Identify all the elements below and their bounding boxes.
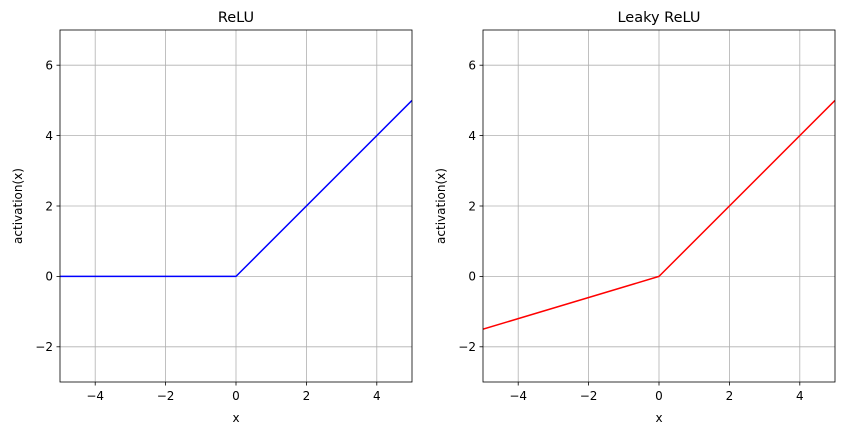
series-line-1 (60, 99, 412, 278)
x-tick-label: 2 (726, 389, 734, 403)
x-tick-label: 0 (655, 389, 663, 403)
y-tick-label: 2 (45, 199, 53, 213)
y-tick-label: 4 (45, 129, 53, 143)
series-line-1 (483, 99, 835, 330)
y-tick-label: 4 (468, 129, 476, 143)
y-tick-label: 0 (45, 270, 53, 284)
x-tick-label: −2 (157, 389, 175, 403)
x-tick-label: 4 (796, 389, 804, 403)
chart-panel-1: −4 −2 0 2 4 −2 0 2 4 6 ReLU x activation(x) (11, 10, 413, 425)
y-axis-label: activation(x) (11, 168, 25, 244)
x-tick-label: −4 (509, 389, 527, 403)
y-tick-label: 2 (468, 199, 476, 213)
x-tick-label: −2 (580, 389, 598, 403)
y-tick-label: 0 (468, 270, 476, 284)
x-axis-label: x (655, 411, 662, 425)
y-tick-label: −2 (35, 340, 53, 354)
chart-title: ReLU (218, 10, 254, 26)
x-tick-label: −4 (86, 389, 104, 403)
x-axis-label: x (232, 411, 239, 425)
y-tick-label: 6 (45, 59, 53, 73)
chart-title: Leaky ReLU (617, 10, 700, 26)
chart-panel-2: −4 −2 0 2 4 −2 0 2 4 6 Leaky ReLU x activation(x) (434, 10, 836, 425)
y-tick-label: −2 (458, 340, 476, 354)
y-axis-label: activation(x) (434, 168, 448, 244)
x-tick-label: 0 (232, 389, 240, 403)
y-tick-label: 6 (468, 59, 476, 73)
x-tick-label: 4 (373, 389, 381, 403)
x-tick-label: 2 (303, 389, 311, 403)
